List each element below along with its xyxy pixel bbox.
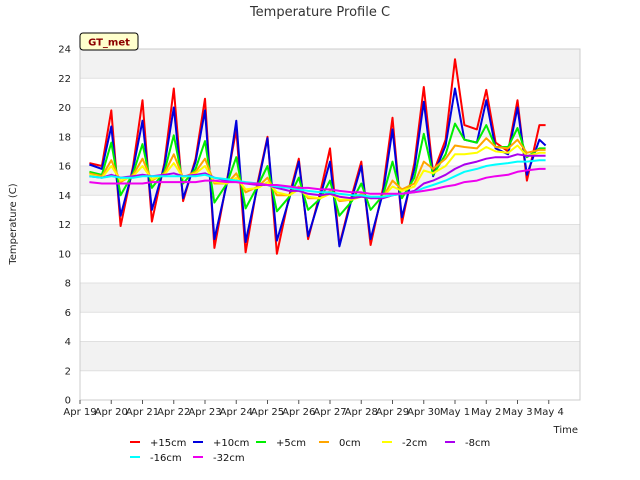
legend-label: -32cm: [213, 453, 245, 464]
x-tick-label: Apr 25: [251, 407, 284, 418]
y-tick-label: 12: [58, 220, 71, 231]
legend-label: +10cm: [213, 438, 249, 449]
y-tick-label: 24: [58, 45, 71, 56]
y-tick-label: 22: [58, 74, 71, 85]
legend-label: -8cm: [465, 438, 490, 449]
x-tick-label: May 2: [471, 407, 501, 418]
x-tick-label: Apr 26: [282, 407, 315, 418]
y-tick-label: 14: [58, 191, 71, 202]
legend-label: -2cm: [402, 438, 427, 449]
y-tick-label: 10: [58, 249, 71, 260]
y-tick-label: 8: [65, 279, 71, 290]
x-tick-label: Apr 21: [126, 407, 159, 418]
series-line: [89, 153, 546, 200]
x-tick-label: Apr 20: [95, 407, 128, 418]
y-tick-label: 18: [58, 132, 71, 143]
legend-label: +5cm: [276, 438, 306, 449]
y-tick-label: 4: [65, 337, 71, 348]
x-tick-label: Apr 28: [345, 407, 378, 418]
series-line: [89, 167, 546, 195]
y-tick-label: 20: [58, 103, 71, 114]
y-tick-label: 2: [65, 366, 71, 377]
series-lines: [89, 58, 547, 255]
x-tick-label: Apr 22: [157, 407, 190, 418]
legend-label: +15cm: [150, 438, 186, 449]
y-tick-label: 6: [65, 308, 71, 319]
x-tick-label: May 3: [502, 407, 532, 418]
legend-label: -16cm: [150, 453, 182, 464]
x-tick-label: Apr 24: [220, 407, 253, 418]
badge-label: GT_met: [88, 38, 130, 49]
background-band: [80, 341, 580, 371]
x-tick-label: Apr 29: [376, 407, 409, 418]
series-line: [89, 58, 546, 255]
gt-met-badge: GT_met: [79, 32, 139, 51]
series-line: [89, 144, 546, 201]
x-tick-label: Apr 30: [407, 407, 440, 418]
legend: +15cm +10cm +5cm 0cm -2cm -8cm -16cm -32cm: [130, 438, 490, 464]
x-axis-label: Time: [553, 425, 578, 436]
y-axis-label: Temperature (C): [8, 183, 19, 265]
background-band: [80, 283, 580, 313]
background-band: [80, 49, 580, 79]
plot-background-bands: [80, 48, 580, 401]
x-tick-label: Apr 27: [313, 407, 346, 418]
y-tick-label: 0: [65, 396, 71, 407]
x-tick-label: May 1: [440, 407, 470, 418]
legend-label: 0cm: [339, 438, 361, 449]
x-tick-label: Apr 23: [188, 407, 221, 418]
y-tick-label: 16: [58, 162, 71, 173]
chart-title: Temperature Profile C: [249, 5, 390, 20]
background-band: [80, 107, 580, 137]
x-tick-label: May 4: [534, 407, 564, 418]
x-tick-label: Apr 19: [63, 407, 96, 418]
series-line: [89, 159, 546, 198]
background-band: [80, 224, 580, 254]
